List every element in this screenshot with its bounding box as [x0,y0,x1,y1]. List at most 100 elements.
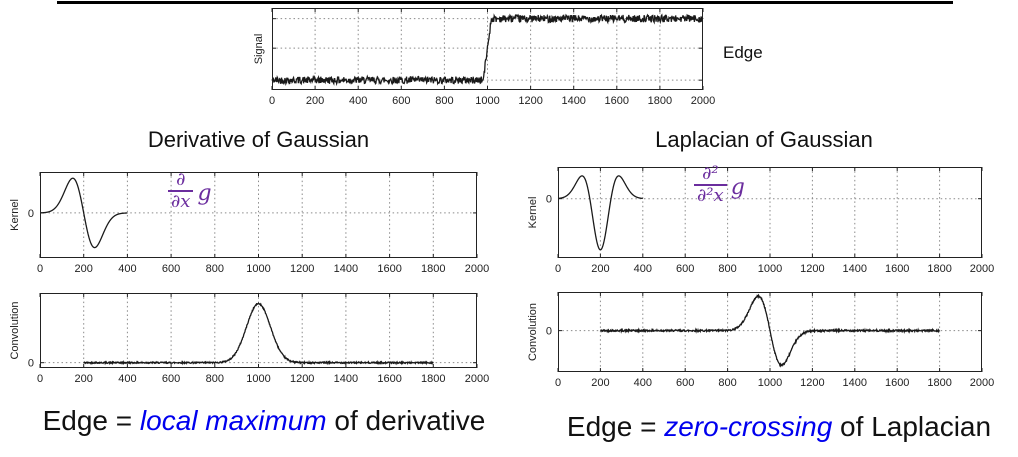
x-tick-label: 1600 [377,263,401,275]
x-tick-label: 1200 [290,373,314,385]
x-tick-label: 600 [676,263,694,275]
x-tick-label: 400 [349,95,367,107]
x-tick-label: 1800 [927,263,951,275]
x-tick-label: 0 [269,95,275,107]
y-axis-label-convolution: Convolution [9,301,21,359]
x-tick-label: 2000 [970,377,994,389]
derivative-formula: ∂ ∂x g [168,170,212,212]
caption-suffix: of derivative [326,405,486,436]
laplacian-caption: Edge = zero-crossing of Laplacian [540,411,1018,443]
derivative-fraction: ∂ ∂x [168,169,194,212]
derivative-numerator: ∂ [176,169,186,190]
fraction-bar [168,190,194,192]
x-tick-label: 1800 [927,377,951,389]
plot-canvas-conv-dog: 0 200 400 600 800 1000 1200 1400 1600 1800 2000 0 Co… [9,293,489,385]
y-zero-label: 0 [28,358,34,370]
x-tick-label: 200 [75,373,93,385]
x-tick-label: 1600 [885,377,909,389]
data-curve-conv-dog [83,302,434,366]
plot-canvas-kernel-dog: 0 200 400 600 800 1000 1200 1400 1600 1800 2000 0 Ke… [9,172,489,275]
derivative-of-gaussian-title: Derivative of Gaussian [147,127,370,152]
data-curve-signal [271,13,704,87]
x-tick-label: 1200 [800,263,824,275]
data-curve-kernel-log [557,175,643,251]
x-tick-label: 1800 [421,263,445,275]
plot-border [40,293,477,368]
derivative-caption: Edge = local maximum of derivative [0,405,528,437]
derivative-denominator: ∂x [171,191,191,212]
laplacian-of-gaussian-kernel-plot: 0 200 400 600 800 1000 1200 1400 1600 1800 2000 0 Ke… [527,167,994,275]
y-zero-label: 0 [28,208,34,220]
laplacian-formula: ∂² ∂²x g [694,164,745,206]
x-tick-label: 1200 [518,95,542,107]
x-tick-label: 800 [206,373,224,385]
y-axis-label-kernel: Kernel [527,197,539,229]
x-tick-label: 1400 [843,377,867,389]
plot-border [40,172,477,258]
gaussian-symbol: g [730,175,745,200]
x-tick-label: 1400 [561,95,585,107]
x-tick-label: 1200 [290,263,314,275]
laplacian-denominator: ∂²x [697,185,724,206]
x-tick-label: 0 [37,373,43,385]
laplacian-convolution-plot: 0 200 400 600 800 1000 1200 1400 1600 1800 2000 0 Co… [527,292,994,389]
data-curve-conv-log [600,293,940,368]
x-tick-label: 1800 [421,373,445,385]
x-tick-label: 1000 [758,377,782,389]
y-zero-label: 0 [546,194,552,206]
gaussian-symbol: g [197,181,212,206]
x-tick-label: 1200 [800,377,824,389]
x-tick-label: 200 [591,377,609,389]
x-tick-label: 400 [634,377,652,389]
x-tick-label: 1000 [475,95,499,107]
x-tick-label: 200 [75,263,93,275]
x-tick-label: 0 [555,263,561,275]
x-tick-label: 2000 [691,95,715,107]
x-tick-label: 600 [392,95,410,107]
x-tick-label: 400 [118,373,136,385]
laplacian-numerator: ∂² [702,163,719,184]
x-tick-label: 1800 [648,95,672,107]
x-tick-label: 800 [718,377,736,389]
derivative-convolution-plot: 0 200 400 600 800 1000 1200 1400 1600 1800 2000 0 Co… [9,293,489,385]
x-tick-label: 1400 [334,373,358,385]
x-tick-label: 2000 [465,373,489,385]
laplacian-fraction: ∂² ∂²x [694,164,727,206]
y-axis-label-signal: Signal [253,34,265,65]
plot-canvas-conv-log: 0 200 400 600 800 1000 1200 1400 1600 1800 2000 0 Co… [527,292,994,389]
y-axis-label-kernel: Kernel [9,199,21,231]
x-tick-label: 0 [555,377,561,389]
y-zero-label: 0 [546,326,552,338]
x-tick-label: 600 [162,373,180,385]
x-tick-label: 600 [676,377,694,389]
x-tick-label: 800 [206,263,224,275]
x-tick-label: 2000 [970,263,994,275]
x-tick-label: 1600 [377,373,401,385]
edge-annotation: Edge [723,43,763,62]
signal-step-plot: 0 200 400 600 800 1000 1200 1400 1600 1800 2000 Sig… [253,8,715,107]
x-tick-label: 1000 [246,263,270,275]
caption-prefix: Edge = [566,411,665,442]
x-tick-label: 800 [718,263,736,275]
x-tick-label: 1600 [605,95,629,107]
x-tick-label: 1400 [843,263,867,275]
x-tick-label: 1000 [246,373,270,385]
x-tick-label: 0 [37,263,43,275]
x-tick-label: 400 [634,263,652,275]
laplacian-of-gaussian-title: Laplacian of Gaussian [655,127,873,152]
caption-emphasis: zero-crossing [664,411,833,442]
fraction-bar [694,184,727,186]
caption-prefix: Edge = [42,405,140,436]
x-tick-label: 400 [118,263,136,275]
x-tick-label: 600 [162,263,180,275]
x-tick-label: 200 [591,263,609,275]
x-tick-label: 2000 [465,263,489,275]
plot-border [558,292,982,372]
caption-emphasis: local maximum [139,405,327,436]
top-rule-divider [57,1,953,4]
y-axis-label-convolution: Convolution [527,303,539,361]
plot-border [558,167,982,258]
data-curve-kernel-dog [40,177,128,249]
plot-border [272,8,703,90]
